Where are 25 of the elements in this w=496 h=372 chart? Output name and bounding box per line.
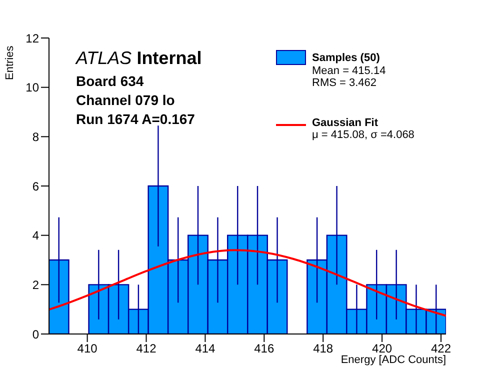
x-tick-label: 414 <box>195 342 216 356</box>
annotation: RMS = 3.462 <box>312 77 378 89</box>
x-tick-label: 422 <box>430 342 452 356</box>
y-tick-label: 10 <box>26 80 40 95</box>
x-tick-label: 416 <box>254 342 274 356</box>
legend-label: Samples (50) <box>312 52 380 64</box>
y-axis-title: Entries <box>4 46 16 80</box>
annotation: Mean = 415.14 <box>312 65 387 77</box>
x-tick-label: 412 <box>136 342 157 356</box>
y-tick-label: 0 <box>32 327 40 342</box>
annotation: Channel 079 lo <box>76 92 175 108</box>
y-tick-label: 8 <box>32 130 40 144</box>
x-tick-label: 410 <box>77 342 98 356</box>
legend-label: Gaussian Fit <box>312 117 378 129</box>
x-tick-label: 420 <box>372 342 392 356</box>
y-tick-label: 12 <box>26 31 40 46</box>
annotation: Run 1674 A=0.167 <box>76 111 195 127</box>
y-tick-label: 2 <box>32 278 40 292</box>
x-axis-title: Energy [ADC Counts] <box>340 354 446 366</box>
text: ATLAS Internal <box>76 48 202 69</box>
x-tick-label: 418 <box>313 342 334 356</box>
y-tick-label: 6 <box>32 179 40 194</box>
y-tick-label: 4 <box>32 228 40 243</box>
annotation: Board 634 <box>76 73 144 89</box>
annotation: μ = 415.08, σ =4.068 <box>312 129 414 141</box>
